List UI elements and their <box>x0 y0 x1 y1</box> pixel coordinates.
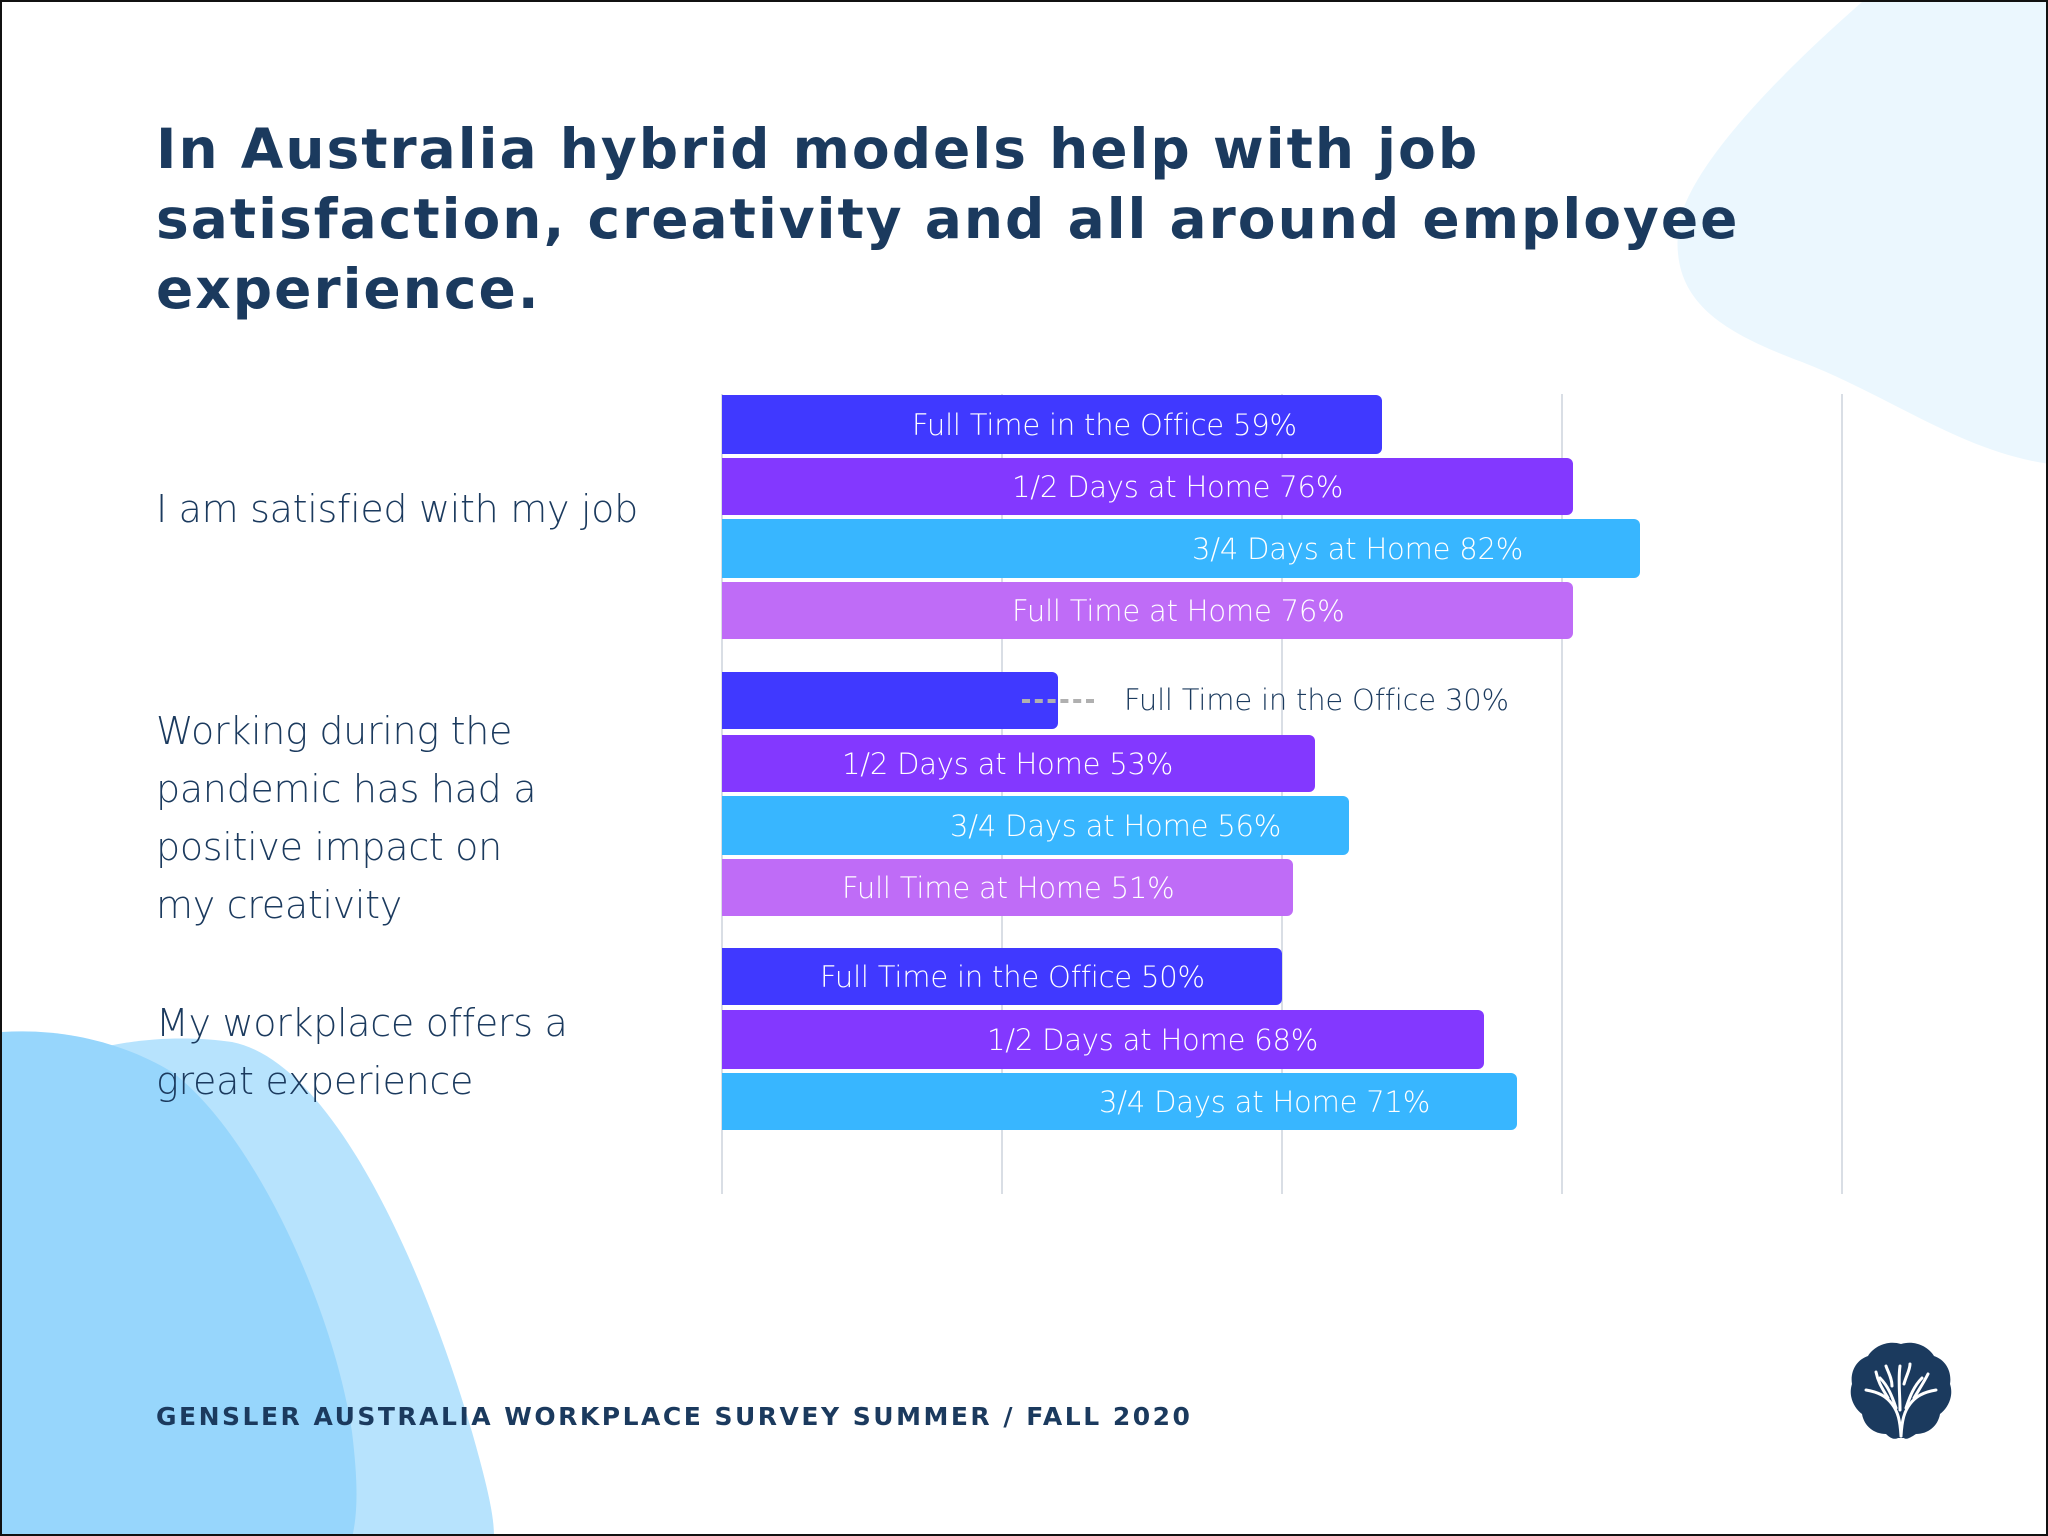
bar-label: 3/4 Days at Home 56% <box>950 808 1282 843</box>
bottom-left-blob-dark-shape <box>2 1031 357 1534</box>
bar-job-three-quarter-days-home: 3/4 Days at Home 82% <box>722 519 1640 578</box>
bar-creativity-full-time-office <box>722 672 1058 729</box>
bar-label-external: Full Time in the Office 30% <box>1124 683 1509 717</box>
question-label-job-satisfaction: I am satisfied with my job <box>156 487 638 531</box>
bar-creativity-full-time-home: Full Time at Home 51% <box>722 859 1293 916</box>
bar-job-half-days-home: 1/2 Days at Home 76% <box>722 458 1573 515</box>
bar-label: 1/2 Days at Home 53% <box>842 746 1174 781</box>
bar-workplace-full-time-office: Full Time in the Office 50% <box>722 948 1282 1005</box>
tree-logo-icon <box>1850 1342 1952 1439</box>
gridline-75 <box>1561 394 1563 1194</box>
bar-job-full-time-office: Full Time in the Office 59% <box>722 395 1382 454</box>
bar-workplace-three-quarter-days-home: 3/4 Days at Home 71% <box>722 1073 1517 1130</box>
question-label-creativity: Working during the pandemic has had a po… <box>156 709 537 927</box>
bar-label: Full Time in the Office 59% <box>912 407 1297 442</box>
source-footer: GENSLER AUSTRALIA WORKPLACE SURVEY SUMME… <box>156 1402 1193 1431</box>
question-label-workplace-experience: My workplace offers a great experience <box>156 1001 568 1103</box>
bar-creativity-three-quarter-days-home: 3/4 Days at Home 56% <box>722 796 1349 855</box>
bar-label: 1/2 Days at Home 76% <box>1012 469 1344 504</box>
bar-workplace-half-days-home: 1/2 Days at Home 68% <box>722 1010 1484 1069</box>
leader-line <box>1022 699 1094 703</box>
gridline-25 <box>1001 394 1003 1194</box>
bar-label: 1/2 Days at Home 68% <box>987 1022 1319 1057</box>
bar-job-full-time-home: Full Time at Home 76% <box>722 582 1573 639</box>
bar-label: Full Time in the Office 50% <box>820 959 1205 994</box>
bar-label: 3/4 Days at Home 82% <box>1192 531 1524 566</box>
bar-creativity-half-days-home: 1/2 Days at Home 53% <box>722 735 1315 792</box>
page-title: In Australia hybrid models help with job… <box>156 117 1740 321</box>
bar-label: Full Time at Home 51% <box>842 870 1175 905</box>
top-right-blob-shape <box>1677 2 2046 464</box>
bar-label: Full Time at Home 76% <box>1012 593 1345 628</box>
bar-label: 3/4 Days at Home 71% <box>1099 1084 1431 1119</box>
gridline-0 <box>721 394 723 1194</box>
gridline-100 <box>1841 394 1843 1194</box>
gridline-50 <box>1281 394 1283 1194</box>
